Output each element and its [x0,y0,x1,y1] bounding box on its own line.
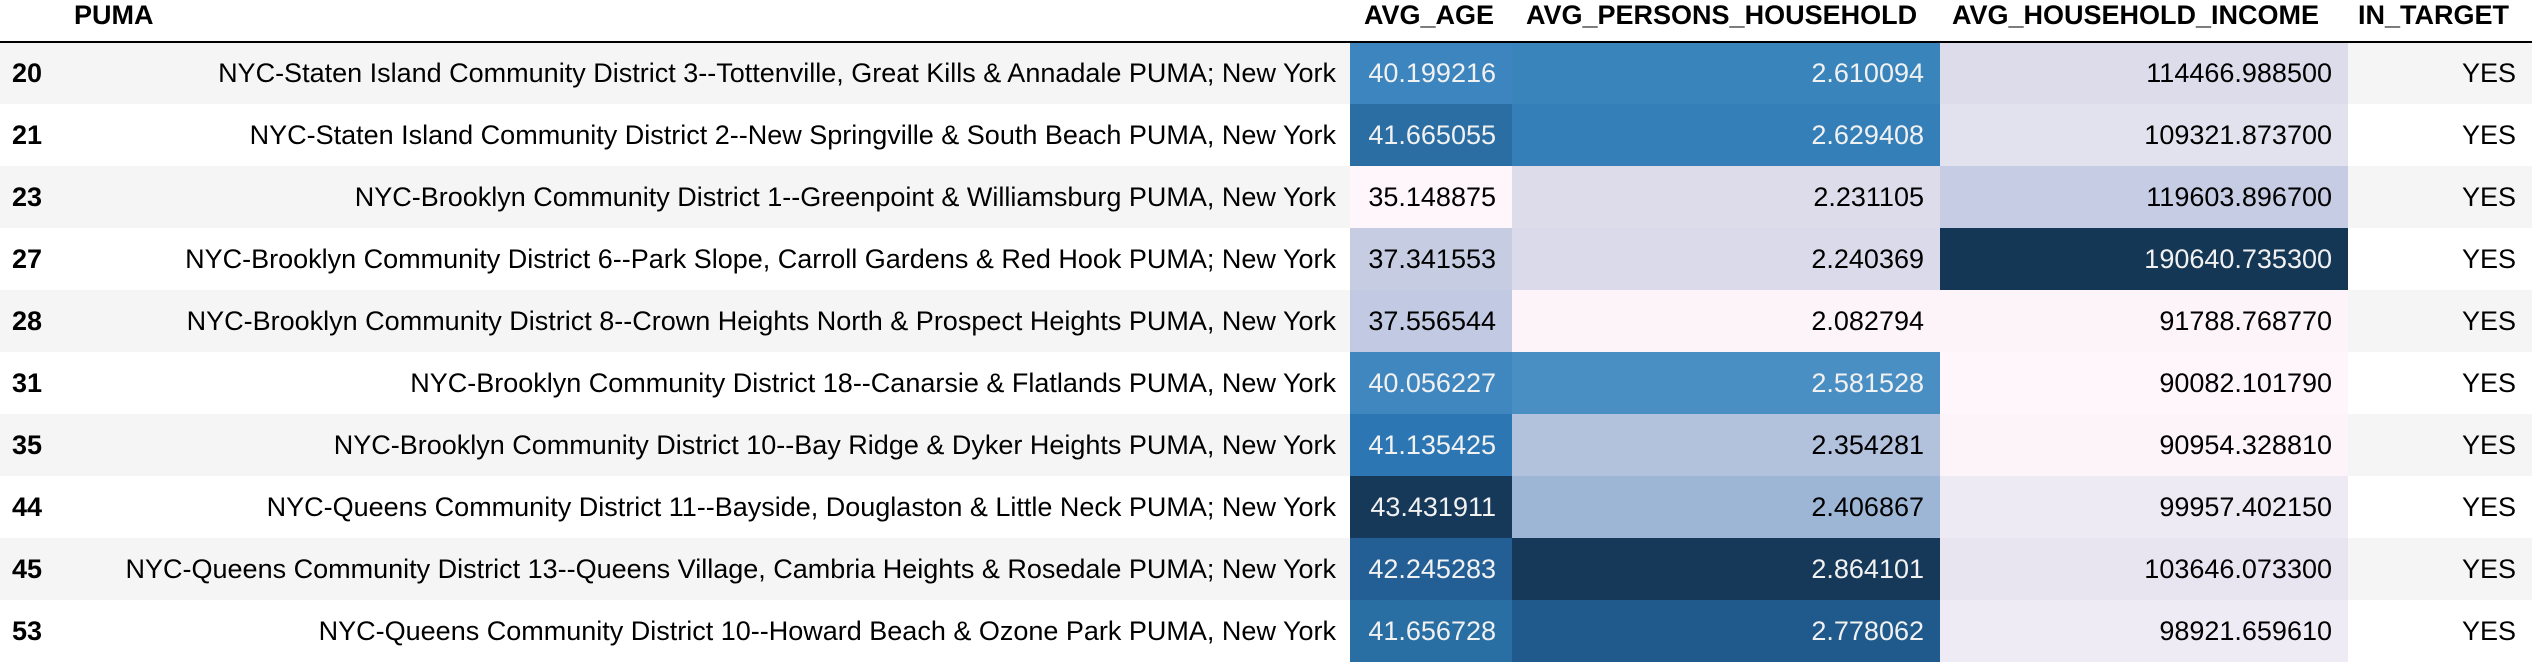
in-target-cell: YES [2461,491,2516,522]
in-target-cell: YES [2461,367,2516,398]
puma-cell: NYC-Queens Community District 11--Baysid… [266,491,1336,522]
puma-cell: NYC-Brooklyn Community District 10--Bay … [333,429,1336,460]
avg-age-cell: 35.148875 [1350,166,1512,228]
table-row: 53 NYC-Queens Community District 10--Howa… [0,600,2532,662]
avg-household-income-cell: 90954.328810 [1940,414,2348,476]
puma-cell: NYC-Queens Community District 13--Queens… [125,553,1336,584]
avg-persons-household-cell: 2.240369 [1512,228,1940,290]
puma-cell: NYC-Brooklyn Community District 6--Park … [185,243,1336,274]
table-row: 31 NYC-Brooklyn Community District 18--Ca… [0,352,2532,414]
avg-age-cell: 40.199216 [1350,42,1512,104]
table-row: 28 NYC-Brooklyn Community District 8--Cro… [0,290,2532,352]
row-index: 23 [12,181,43,212]
avg-persons-household-cell: 2.231105 [1512,166,1940,228]
table-row: 45 NYC-Queens Community District 13--Quee… [0,538,2532,600]
table-body: 20 NYC-Staten Island Community District 3… [0,42,2532,662]
avg-age-cell: 37.556544 [1350,290,1512,352]
avg-household-income-cell: 90082.101790 [1940,352,2348,414]
avg-age-column-header: AVG_AGE [1350,0,1512,43]
avg-persons-household-cell: 2.778062 [1512,600,1940,662]
avg-household-income-cell: 119603.896700 [1940,166,2348,228]
table-row: 44 NYC-Queens Community District 11--Bays… [0,476,2532,538]
avg-household-income-cell: 98921.659610 [1940,600,2348,662]
row-index: 35 [12,429,43,460]
header-row: PUMA AVG_AGE AVG_PERSONS_HOUSEHOLD AVG_H… [0,0,2532,43]
in-target-cell: YES [2461,243,2516,274]
avg-age-cell: 42.245283 [1350,538,1512,600]
row-index: 21 [12,119,43,150]
puma-cell: NYC-Brooklyn Community District 8--Crown… [186,305,1336,336]
row-index: 27 [12,243,43,274]
avg-age-cell: 40.056227 [1350,352,1512,414]
avg-persons-household-cell: 2.406867 [1512,476,1940,538]
in-target-cell: YES [2461,58,2516,88]
table-row: 27 NYC-Brooklyn Community District 6--Par… [0,228,2532,290]
avg-age-cell: 41.656728 [1350,600,1512,662]
avg-age-cell: 43.431911 [1350,476,1512,538]
row-index: 45 [12,553,43,584]
row-index: 53 [12,615,43,646]
in-target-cell: YES [2461,615,2516,646]
table-row: 35 NYC-Brooklyn Community District 10--Ba… [0,414,2532,476]
in-target-cell: YES [2461,181,2516,212]
puma-cell: NYC-Staten Island Community District 3--… [218,58,1336,88]
avg-persons-household-column-header: AVG_PERSONS_HOUSEHOLD [1512,0,1940,43]
in-target-cell: YES [2461,119,2516,150]
puma-cell: NYC-Queens Community District 10--Howard… [318,615,1336,646]
puma-cell: NYC-Staten Island Community District 2--… [249,119,1336,150]
in-target-cell: YES [2461,553,2516,584]
avg-household-income-cell: 190640.735300 [1940,228,2348,290]
index-column-header [0,0,60,43]
avg-household-income-cell: 109321.873700 [1940,104,2348,166]
puma-column-header: PUMA [60,0,1350,43]
avg-household-income-cell: 99957.402150 [1940,476,2348,538]
avg-household-income-cell: 103646.073300 [1940,538,2348,600]
avg-household-income-cell: 91788.768770 [1940,290,2348,352]
avg-age-cell: 41.665055 [1350,104,1512,166]
avg-persons-household-cell: 2.610094 [1512,42,1940,104]
table-row: 20 NYC-Staten Island Community District 3… [0,42,2532,104]
row-index: 20 [12,58,43,88]
avg-persons-household-cell: 2.629408 [1512,104,1940,166]
row-index: 44 [12,491,43,522]
avg-persons-household-cell: 2.581528 [1512,352,1940,414]
avg-persons-household-cell: 2.864101 [1512,538,1940,600]
avg-household-income-column-header: AVG_HOUSEHOLD_INCOME [1940,0,2348,43]
row-index: 31 [12,367,43,398]
avg-persons-household-cell: 2.354281 [1512,414,1940,476]
in-target-cell: YES [2461,429,2516,460]
table-row: 23 NYC-Brooklyn Community District 1--Gre… [0,166,2532,228]
row-index: 28 [12,305,43,336]
puma-cell: NYC-Brooklyn Community District 1--Green… [354,181,1336,212]
in-target-column-header: IN_TARGET [2348,0,2532,43]
table-row: 21 NYC-Staten Island Community District 2… [0,104,2532,166]
avg-persons-household-cell: 2.082794 [1512,290,1940,352]
in-target-cell: YES [2461,305,2516,336]
avg-age-cell: 41.135425 [1350,414,1512,476]
table-header: PUMA AVG_AGE AVG_PERSONS_HOUSEHOLD AVG_H… [0,0,2532,43]
avg-age-cell: 37.341553 [1350,228,1512,290]
puma-cell: NYC-Brooklyn Community District 18--Cana… [410,367,1336,398]
avg-household-income-cell: 114466.988500 [1940,42,2348,104]
